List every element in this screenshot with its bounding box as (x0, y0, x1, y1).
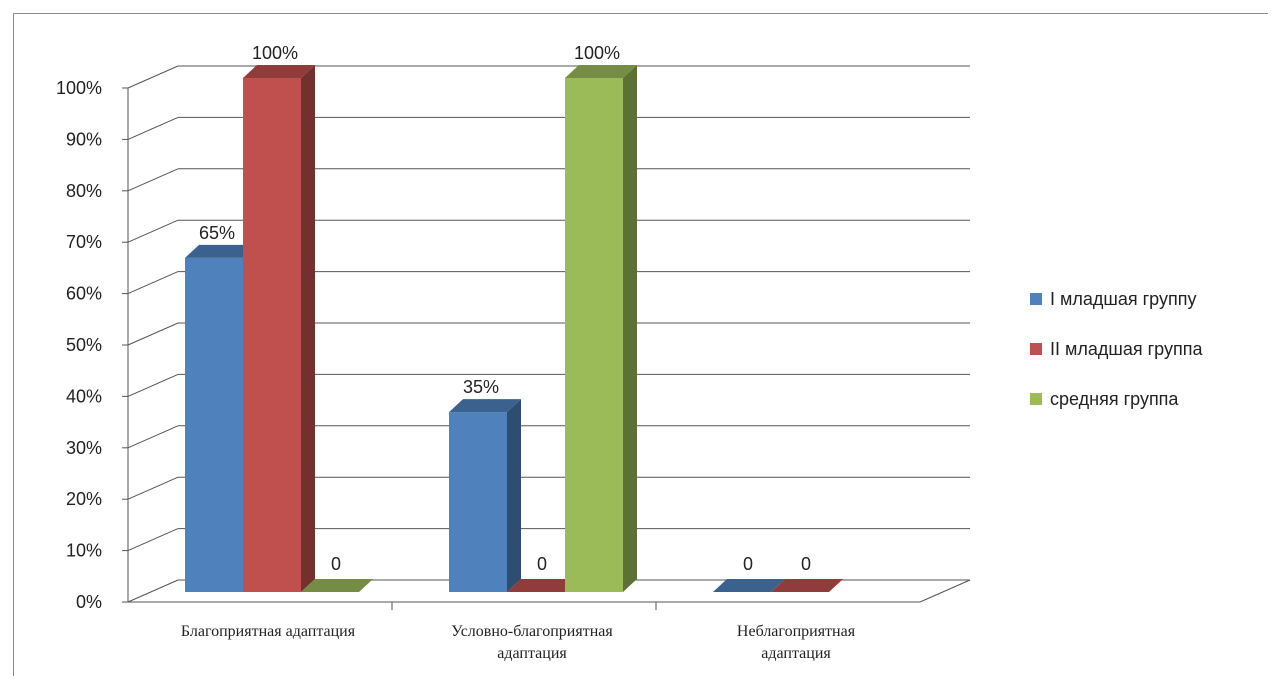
x-category-label: адаптация (497, 645, 567, 662)
floor-right-edge (919, 579, 971, 603)
bar-top (243, 65, 315, 78)
gridline-depth (127, 579, 179, 603)
bar-top (185, 244, 257, 258)
bar-top (565, 65, 637, 78)
y-tick-label: 10% (66, 541, 102, 561)
y-tick-label: 20% (66, 489, 102, 509)
y-axis-tick-labels: 0% 10% 20% 30% 40% 50% 60% 70% 80% 90% 100% (56, 78, 102, 612)
gridline-depth (127, 116, 179, 140)
gridline-depth (127, 373, 179, 397)
gridline-depth (127, 65, 179, 89)
bar-top (713, 579, 785, 592)
chart-legend: I младшая группу II младшая группа средняя… (1030, 289, 1203, 409)
bar (243, 78, 301, 592)
y-tick-label: 80% (66, 181, 102, 201)
gridline-depth (127, 528, 179, 552)
data-label: 65% (199, 223, 235, 243)
y-tick-label: 100% (56, 78, 102, 98)
bar-top (771, 579, 843, 592)
x-category-label: Благоприятная адаптация (181, 623, 356, 640)
gridline-depth (127, 425, 179, 449)
legend-swatch (1030, 293, 1042, 305)
x-category-label: Условно-благоприятная (451, 623, 613, 640)
x-axis-category-labels: Благоприятная адаптация Условно-благоприя… (181, 623, 856, 662)
data-label: 100% (574, 43, 620, 63)
y-tick-label: 90% (66, 129, 102, 149)
data-label: 0 (331, 554, 341, 574)
bar-top (507, 579, 579, 592)
gridline-depth (127, 219, 179, 243)
legend-swatch (1030, 343, 1042, 355)
gridline-depth (127, 271, 179, 295)
x-category-label: адаптация (761, 645, 831, 662)
data-label: 100% (252, 43, 298, 63)
legend-label: I младшая группу (1050, 289, 1196, 309)
y-tick-label: 0% (76, 592, 102, 612)
chart-frame (13, 13, 1268, 676)
data-label: 35% (463, 377, 499, 397)
bar-top (449, 399, 521, 413)
bar-side (623, 65, 637, 592)
chart-bars (185, 65, 843, 592)
bar-top (301, 579, 373, 592)
gridline-depth (127, 168, 179, 192)
y-tick-label: 40% (66, 386, 102, 406)
chart-data-labels: 65% 100% 0 35% 0 100% 0 0 (199, 43, 811, 574)
data-label: 0 (743, 554, 753, 574)
y-tick-label: 30% (66, 438, 102, 458)
legend-label: средняя группа (1050, 389, 1179, 409)
bar-side (301, 65, 315, 592)
y-tick-label: 50% (66, 335, 102, 355)
x-category-label: Неблагоприятная (737, 623, 856, 640)
bar-side (507, 399, 521, 592)
bar (185, 257, 243, 592)
gridline-depth (127, 322, 179, 346)
legend-label: II младшая группа (1050, 339, 1203, 359)
bar (565, 78, 623, 592)
data-label: 0 (801, 554, 811, 574)
gridline-depth (127, 476, 179, 500)
bar (449, 412, 507, 592)
data-label: 0 (537, 554, 547, 574)
legend-swatch (1030, 393, 1042, 405)
y-tick-label: 60% (66, 284, 102, 304)
y-tick-label: 70% (66, 232, 102, 252)
